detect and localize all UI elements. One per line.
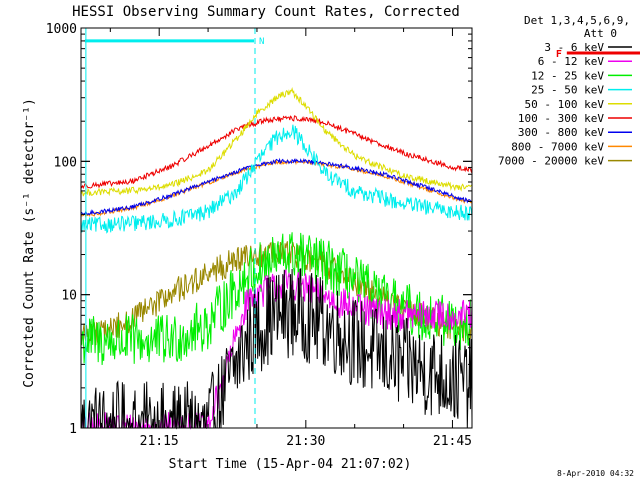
y-tick-label-1000: 1000	[46, 22, 77, 37]
series-line-300-800-kev	[80, 157, 473, 216]
series-line-100-300-kev	[80, 115, 473, 190]
flare-flag-label: F	[556, 49, 562, 60]
legend-label-6-12-kev: 6 - 12 keV	[538, 55, 605, 68]
overlay-layer: NF	[84, 28, 640, 428]
legend-label-7000-20000-kev: 7000 - 20000 keV	[498, 155, 604, 168]
y-tick-label-100: 100	[54, 155, 77, 170]
data-layer	[80, 86, 473, 430]
plot-frame	[80, 27, 473, 429]
chart-title: HESSI Observing Summary Count Rates, Cor…	[72, 4, 460, 20]
x-tick-label-2130: 21:30	[286, 434, 325, 449]
series-line-12-25-kev	[80, 232, 473, 366]
series-line-3-6-kev	[80, 268, 473, 430]
y-axis-label: Corrected Count Rate (s⁻¹ detector⁻¹)	[22, 98, 37, 388]
axes-layer: 21:15 21:30 21:45 1 10 100 1000	[46, 22, 473, 449]
footer-stamp: 8-Apr-2010 04:32	[557, 469, 634, 478]
spacecraft-bar-label-1: N	[259, 37, 264, 47]
legend-label-100-300-kev: 100 - 300 keV	[518, 112, 604, 125]
legend-label-12-25-kev: 12 - 25 keV	[531, 69, 604, 82]
legend-header-line-1: Det 1,3,4,5,6,9,	[524, 14, 630, 27]
x-tick-label-2115: 21:15	[140, 434, 179, 449]
legend-label-3-6-kev: 3 - 6 keV	[544, 41, 604, 54]
legend-label-300-800-kev: 300 - 800 keV	[518, 126, 604, 139]
legend-header-line-2: Att 0	[584, 27, 617, 40]
x-axis-label: Start Time (15-Apr-04 21:07:02)	[169, 457, 412, 472]
series-line-25-50-kev	[80, 124, 473, 234]
series-line-50-100-kev	[80, 86, 473, 197]
y-tick-label-10: 10	[61, 289, 77, 304]
legend-label-800-7000-kev: 800 - 7000 keV	[511, 140, 604, 153]
legend-label-25-50-kev: 25 - 50 keV	[531, 84, 604, 97]
x-tick-label-2145: 21:45	[433, 434, 472, 449]
legend-label-50-100-kev: 50 - 100 keV	[525, 98, 605, 111]
y-tick-label-1: 1	[69, 422, 77, 437]
